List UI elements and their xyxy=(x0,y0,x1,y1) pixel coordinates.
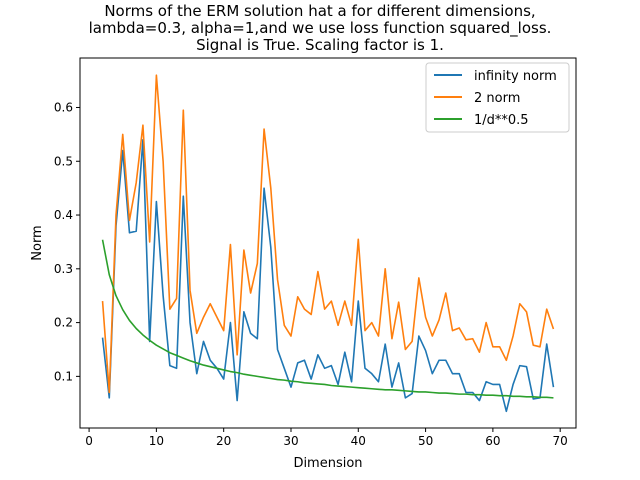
y-axis-ticks: 0.1 0.2 0.3 0.4 0.5 0.6 xyxy=(54,100,80,383)
chart-title: Norms of the ERM solution hat a for diff… xyxy=(89,2,552,54)
x-tick-label: 40 xyxy=(351,434,366,448)
x-tick-label: 30 xyxy=(283,434,298,448)
legend-box xyxy=(425,62,570,133)
legend-label-2-norm: 2 norm xyxy=(474,91,520,106)
legend: infinity norm 2 norm 1/d**0.5 xyxy=(425,62,570,133)
y-tick-label: 0.2 xyxy=(54,316,73,330)
legend-label-inverse-sqrt: 1/d**0.5 xyxy=(474,113,529,128)
title-line-1: Norms of the ERM solution hat a for diff… xyxy=(104,2,535,20)
x-tick-label: 10 xyxy=(149,434,164,448)
x-tick-label: 0 xyxy=(85,434,93,448)
y-tick-label: 0.4 xyxy=(54,208,73,222)
y-axis-label: Norm xyxy=(30,225,45,260)
x-tick-label: 50 xyxy=(418,434,433,448)
plot-frame xyxy=(79,57,577,429)
y-tick-label: 0.1 xyxy=(54,369,73,383)
y-tick-label: 0.3 xyxy=(54,262,73,276)
x-tick-label: 70 xyxy=(553,434,568,448)
x-axis-ticks: 0 10 20 30 40 50 60 70 xyxy=(85,428,568,448)
title-line-2: lambda=0.3, alpha=1,and we use loss func… xyxy=(89,19,552,38)
series-line-0 xyxy=(101,138,555,413)
x-tick-label: 60 xyxy=(485,434,500,448)
y-tick-label: 0.5 xyxy=(54,154,73,168)
plot-area xyxy=(101,74,555,413)
x-axis-label: Dimension xyxy=(293,456,362,471)
title-line-3: Signal is True. Scaling factor is 1. xyxy=(196,36,444,54)
x-tick-label: 20 xyxy=(216,434,231,448)
y-tick-label: 0.6 xyxy=(54,100,73,114)
series-line-2 xyxy=(101,239,554,399)
series-line-1 xyxy=(101,74,555,394)
legend-label-infinity-norm: infinity norm xyxy=(474,69,557,84)
